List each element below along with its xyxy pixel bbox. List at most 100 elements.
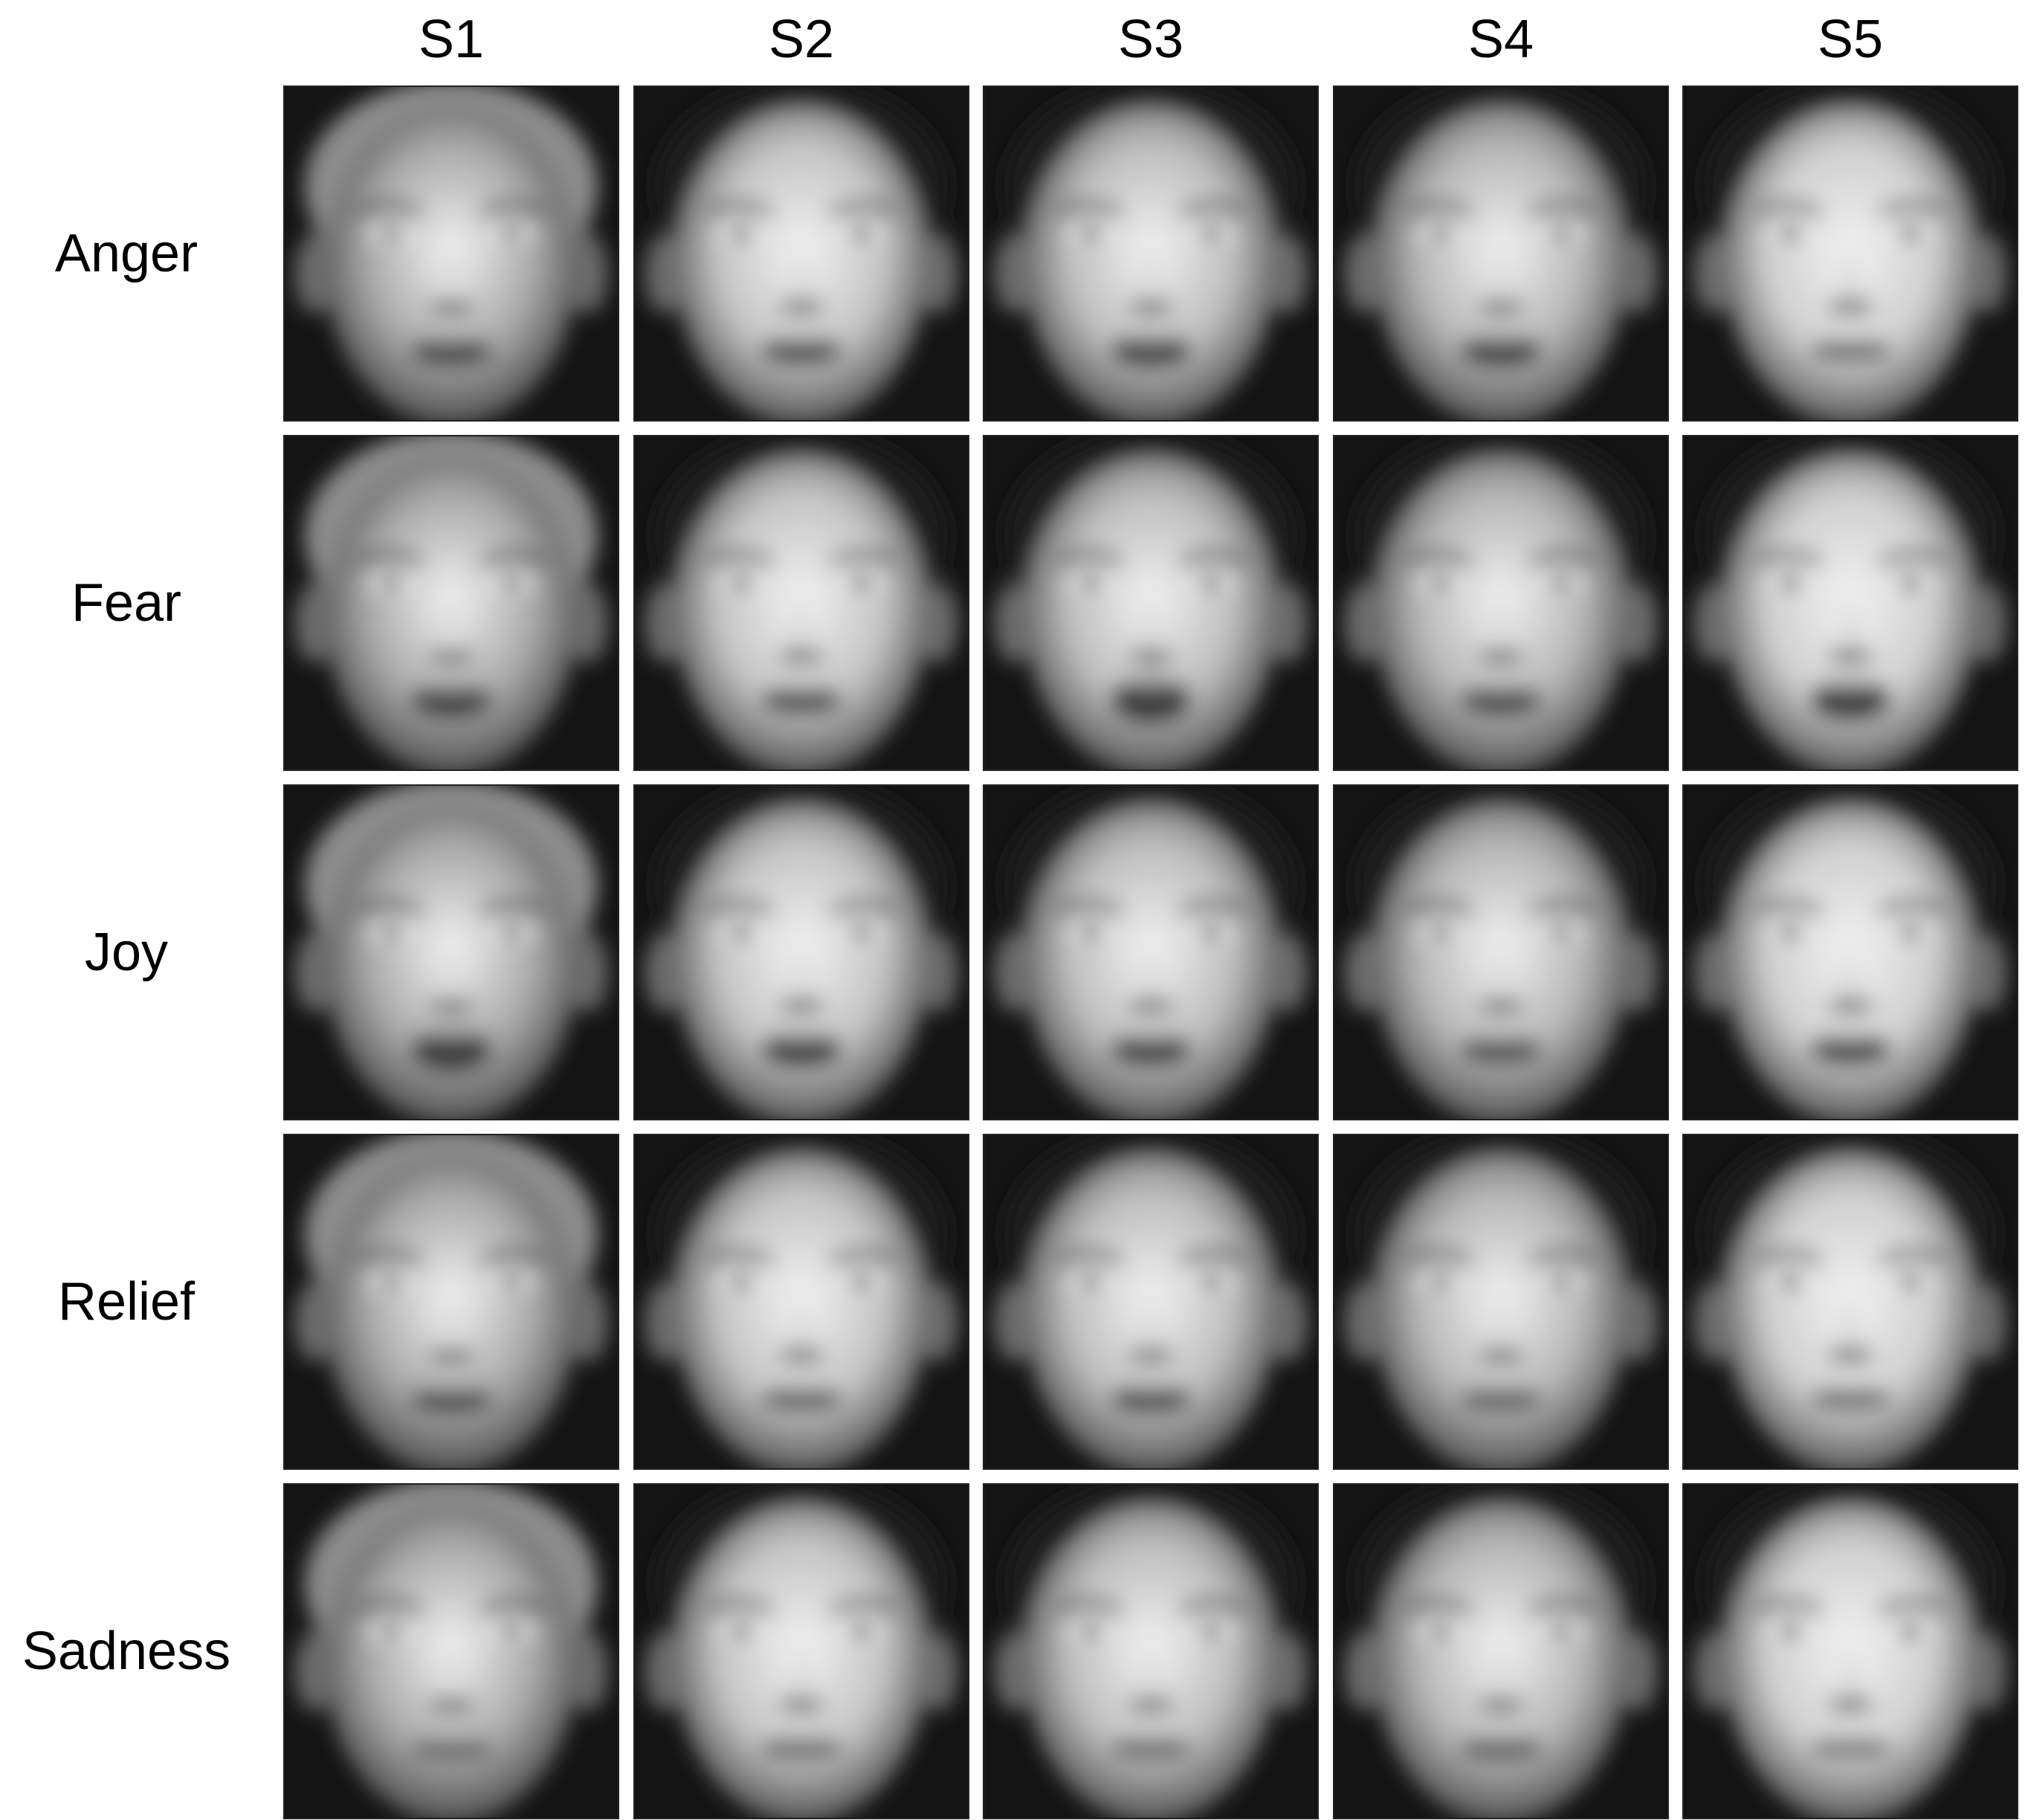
left-pupil [382,574,401,592]
left-brow [1405,1598,1473,1616]
left-brow [1754,201,1823,218]
right-ear [567,583,608,663]
right-ear [917,583,958,663]
right-ear [1966,1631,2007,1711]
right-brow [829,1598,897,1616]
left-ear [1693,1282,1734,1362]
face-photo-anger-s4 [1333,85,1669,422]
nostrils [427,1346,475,1364]
left-pupil [1082,574,1100,592]
left-pupil [732,574,751,592]
upper-lip [764,1030,839,1042]
right-ear [917,233,958,314]
left-brow [1055,1598,1123,1616]
row-label-relief: Relief [57,1272,196,1332]
right-brow [1178,550,1247,567]
upper-lip [1114,1031,1188,1043]
left-pupil [1082,923,1100,941]
face-photo-fear-s3 [983,435,1319,771]
nostrils [1477,298,1525,315]
right-brow [1878,900,1946,917]
left-brow [1754,550,1823,567]
face-image [1334,1485,1667,1818]
face-image [285,1485,618,1818]
right-brow [1178,1598,1247,1616]
nostrils [1127,997,1175,1014]
left-pupil [1781,225,1800,242]
right-pupil [502,225,520,242]
right-ear [1267,583,1308,663]
right-ear [567,1631,608,1711]
left-brow [1405,550,1473,567]
right-ear [1966,932,2007,1013]
right-brow [1878,550,1946,567]
right-pupil [502,1622,520,1640]
left-pupil [1781,1622,1800,1640]
left-ear [1693,1631,1734,1711]
right-brow [1178,1249,1247,1266]
left-ear [1693,233,1734,314]
column-label-s1: S1 [418,10,485,69]
right-pupil [1901,574,1919,592]
face-image [635,786,968,1119]
left-brow [1754,1598,1823,1616]
right-ear [1267,1282,1308,1362]
nostrils [427,298,475,315]
right-ear [917,1282,958,1362]
nose [1488,939,1514,1004]
left-pupil [732,923,751,941]
face-photo-sadness-s4 [1333,1483,1669,1819]
nose [788,590,815,655]
nostrils [1827,997,1874,1014]
face-photo-joy-s4 [1333,784,1669,1120]
face-image [1684,1485,2017,1818]
right-brow [1528,1598,1597,1616]
column-label-s3: S3 [1117,10,1184,69]
nostrils [1127,298,1175,315]
left-ear [1344,1631,1385,1711]
left-pupil [1082,225,1100,242]
left-ear [645,583,685,663]
right-ear [1966,1282,2007,1362]
left-pupil [1781,1273,1800,1291]
face-photo-relief-s4 [1333,1134,1669,1470]
left-brow [1754,900,1823,917]
nose [438,1638,465,1703]
face-photo-joy-s2 [633,784,969,1120]
face-image [635,87,968,420]
left-ear [994,583,1035,663]
right-ear [1617,583,1658,663]
nose [1488,1288,1514,1354]
nostrils [427,997,475,1014]
left-ear [1344,1282,1385,1362]
right-ear [1267,1631,1308,1711]
left-ear [294,233,335,314]
column-label-s5: S5 [1817,10,1884,69]
face-image [984,786,1317,1119]
nostrils [1127,1696,1175,1713]
left-ear [994,1631,1035,1711]
face-photo-sadness-s1 [283,1483,619,1819]
row-label-joy: Joy [84,923,169,982]
nose [788,1288,815,1354]
right-brow [829,201,897,218]
upper-lip [1114,332,1188,344]
right-pupil [502,574,520,592]
left-ear [1344,233,1385,314]
nose [788,240,815,306]
nose [1837,240,1864,306]
left-ear [294,932,335,1013]
face-image [1684,786,2017,1119]
row-label-fear: Fear [71,573,182,633]
left-ear [1344,932,1385,1013]
face-photo-sadness-s3 [983,1483,1319,1819]
face-image [635,436,968,769]
right-ear [567,1282,608,1362]
upper-lip [764,1385,839,1396]
nostrils [427,648,475,665]
mouth [411,1026,491,1072]
right-brow [829,550,897,567]
right-brow [1528,1249,1597,1266]
nostrils [1477,997,1525,1014]
